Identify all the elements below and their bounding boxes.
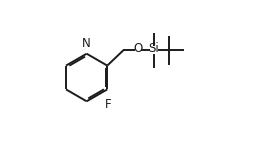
Text: O: O: [133, 42, 143, 55]
Text: N: N: [82, 37, 91, 50]
Text: Si: Si: [149, 42, 159, 55]
Text: F: F: [105, 98, 111, 111]
